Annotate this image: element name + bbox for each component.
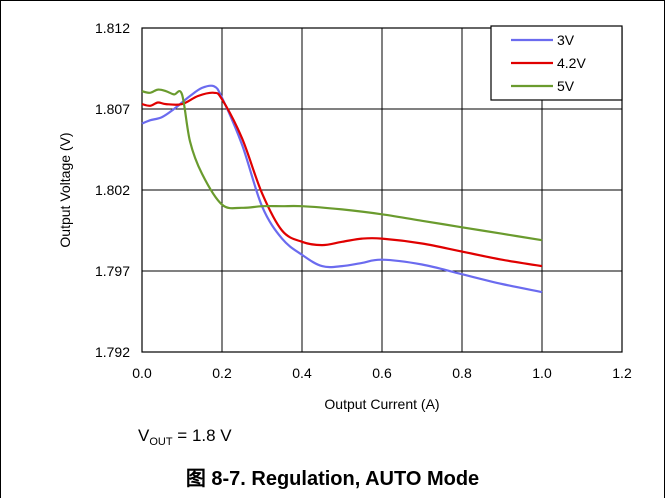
y-axis-label: Output Voltage (V)	[57, 132, 73, 247]
x-axis-ticks: 0.0 0.2 0.4 0.6 0.8 1.0 1.2	[132, 365, 632, 381]
line-chart: 0.0 0.2 0.4 0.6 0.8 1.0 1.2 1.792 1.797 1.802 1.8…	[57, 20, 632, 412]
legend-label-3v: 3V	[557, 32, 575, 48]
x-tick-label: 1.0	[532, 365, 552, 381]
legend-box	[490, 25, 623, 101]
vout-subscript: OUT	[149, 436, 173, 448]
y-tick-label: 1.792	[95, 344, 130, 360]
series-group	[141, 84, 543, 294]
series-line-5v	[141, 88, 543, 242]
x-tick-label: 0.4	[292, 365, 312, 381]
vout-symbol: V	[138, 426, 150, 445]
legend: 3V 4.2V 5V	[490, 25, 623, 101]
vout-value: = 1.8 V	[172, 426, 232, 445]
x-axis-label: Output Current (A)	[324, 396, 439, 412]
x-tick-label: 0.0	[132, 365, 152, 381]
vout-annotation: VOUT = 1.8 V	[138, 426, 232, 448]
y-tick-label: 1.802	[95, 182, 130, 198]
legend-label-5v: 5V	[557, 78, 575, 94]
figure-caption: 图 8-7. Regulation, AUTO Mode	[185, 468, 480, 490]
legend-label-4-2v: 4.2V	[557, 55, 586, 71]
y-tick-label: 1.807	[95, 101, 130, 117]
series-line-3v	[141, 84, 543, 294]
x-tick-label: 0.2	[212, 365, 232, 381]
y-tick-label: 1.812	[95, 20, 130, 36]
x-tick-label: 0.6	[372, 365, 392, 381]
series-line-4-2v	[141, 91, 543, 268]
y-axis-ticks: 1.792 1.797 1.802 1.807 1.812	[95, 20, 130, 360]
plot-area	[141, 27, 623, 353]
y-tick-label: 1.797	[95, 263, 130, 279]
x-tick-label: 1.2	[612, 365, 632, 381]
x-tick-label: 0.8	[452, 365, 472, 381]
